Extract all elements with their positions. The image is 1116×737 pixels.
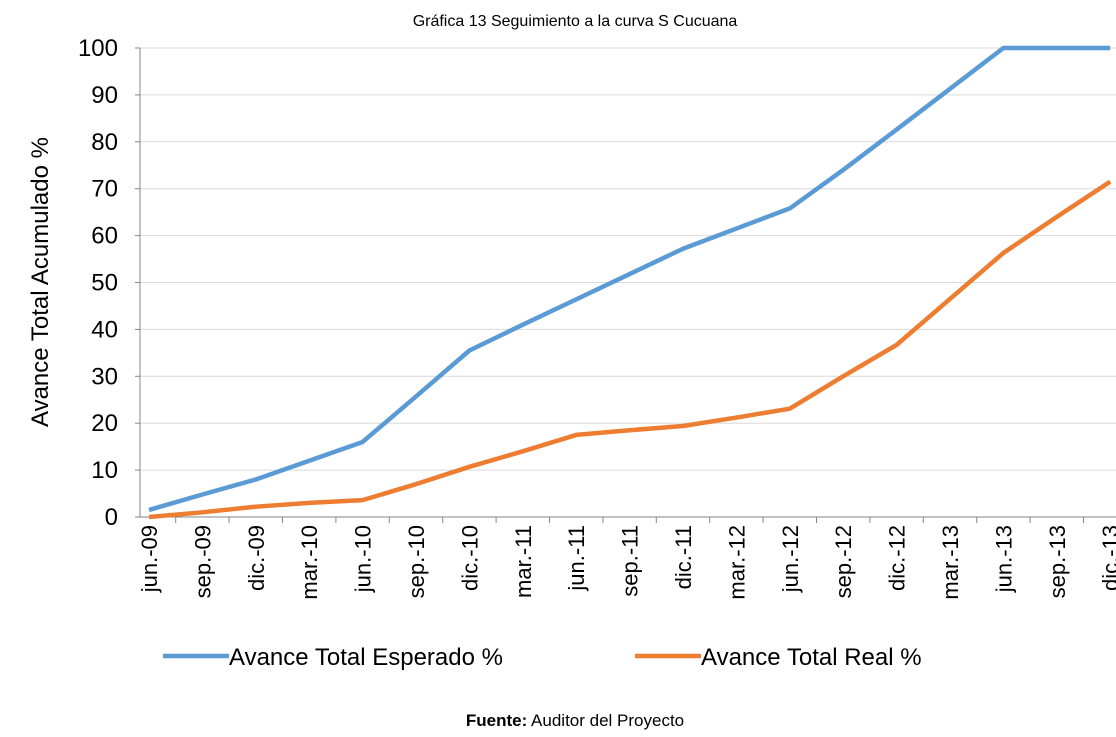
y-axis-label: Avance Total Acumulado % — [27, 137, 54, 427]
x-tick-label: dic.-12 — [885, 525, 910, 591]
y-tick-label: 30 — [91, 363, 118, 390]
x-tick-label: mar.-11 — [511, 525, 536, 598]
y-tick-label: 60 — [91, 223, 118, 250]
x-tick-label: jun.-09 — [137, 525, 162, 593]
source-text: Auditor del Proyecto — [531, 711, 684, 730]
x-tick-label: sep.-12 — [831, 525, 856, 598]
x-tick-label: jun.-12 — [778, 525, 803, 593]
y-tick-label: 90 — [91, 82, 118, 109]
x-tick-label: sep.-11 — [618, 525, 643, 597]
series-line — [148, 45, 1111, 513]
x-tick-label: mar.-13 — [938, 525, 963, 600]
chart-title: Gráfica 13 Seguimiento a la curva S Cucu… — [413, 13, 738, 30]
y-tick-label: 0 — [105, 504, 118, 531]
legend-label: Avance Total Real % — [701, 644, 922, 671]
y-tick-label: 20 — [91, 410, 118, 437]
y-tick-label: 10 — [91, 457, 118, 484]
x-tick-label: sep.-09 — [190, 525, 215, 598]
x-tick-label: mar.-10 — [297, 525, 322, 600]
x-tick-label: dic.-13 — [1098, 525, 1116, 591]
x-tick-label: dic.-09 — [244, 525, 269, 591]
source-note: Fuente: Auditor del Proyecto — [466, 711, 684, 730]
x-tick-label: sep.-13 — [1045, 525, 1070, 598]
y-tick-label: 80 — [91, 129, 118, 156]
legend-label: Avance Total Esperado % — [229, 644, 503, 671]
x-tick-label: dic.-10 — [457, 525, 482, 591]
x-tick-label: sep.-10 — [404, 525, 429, 598]
y-tick-label: 40 — [91, 316, 118, 343]
x-tick-label: jun.-10 — [351, 525, 376, 593]
x-tick-label: dic.-11 — [671, 525, 696, 589]
source-label: Fuente: — [466, 711, 527, 730]
y-tick-label: 100 — [78, 35, 118, 62]
y-tick-label: 70 — [91, 176, 118, 203]
x-tick-label: jun.-13 — [991, 525, 1016, 593]
x-tick-label: jun.-11 — [564, 525, 589, 592]
y-tick-label: 50 — [91, 270, 118, 297]
series-line — [148, 179, 1112, 520]
x-tick-label: mar.-12 — [724, 525, 749, 600]
